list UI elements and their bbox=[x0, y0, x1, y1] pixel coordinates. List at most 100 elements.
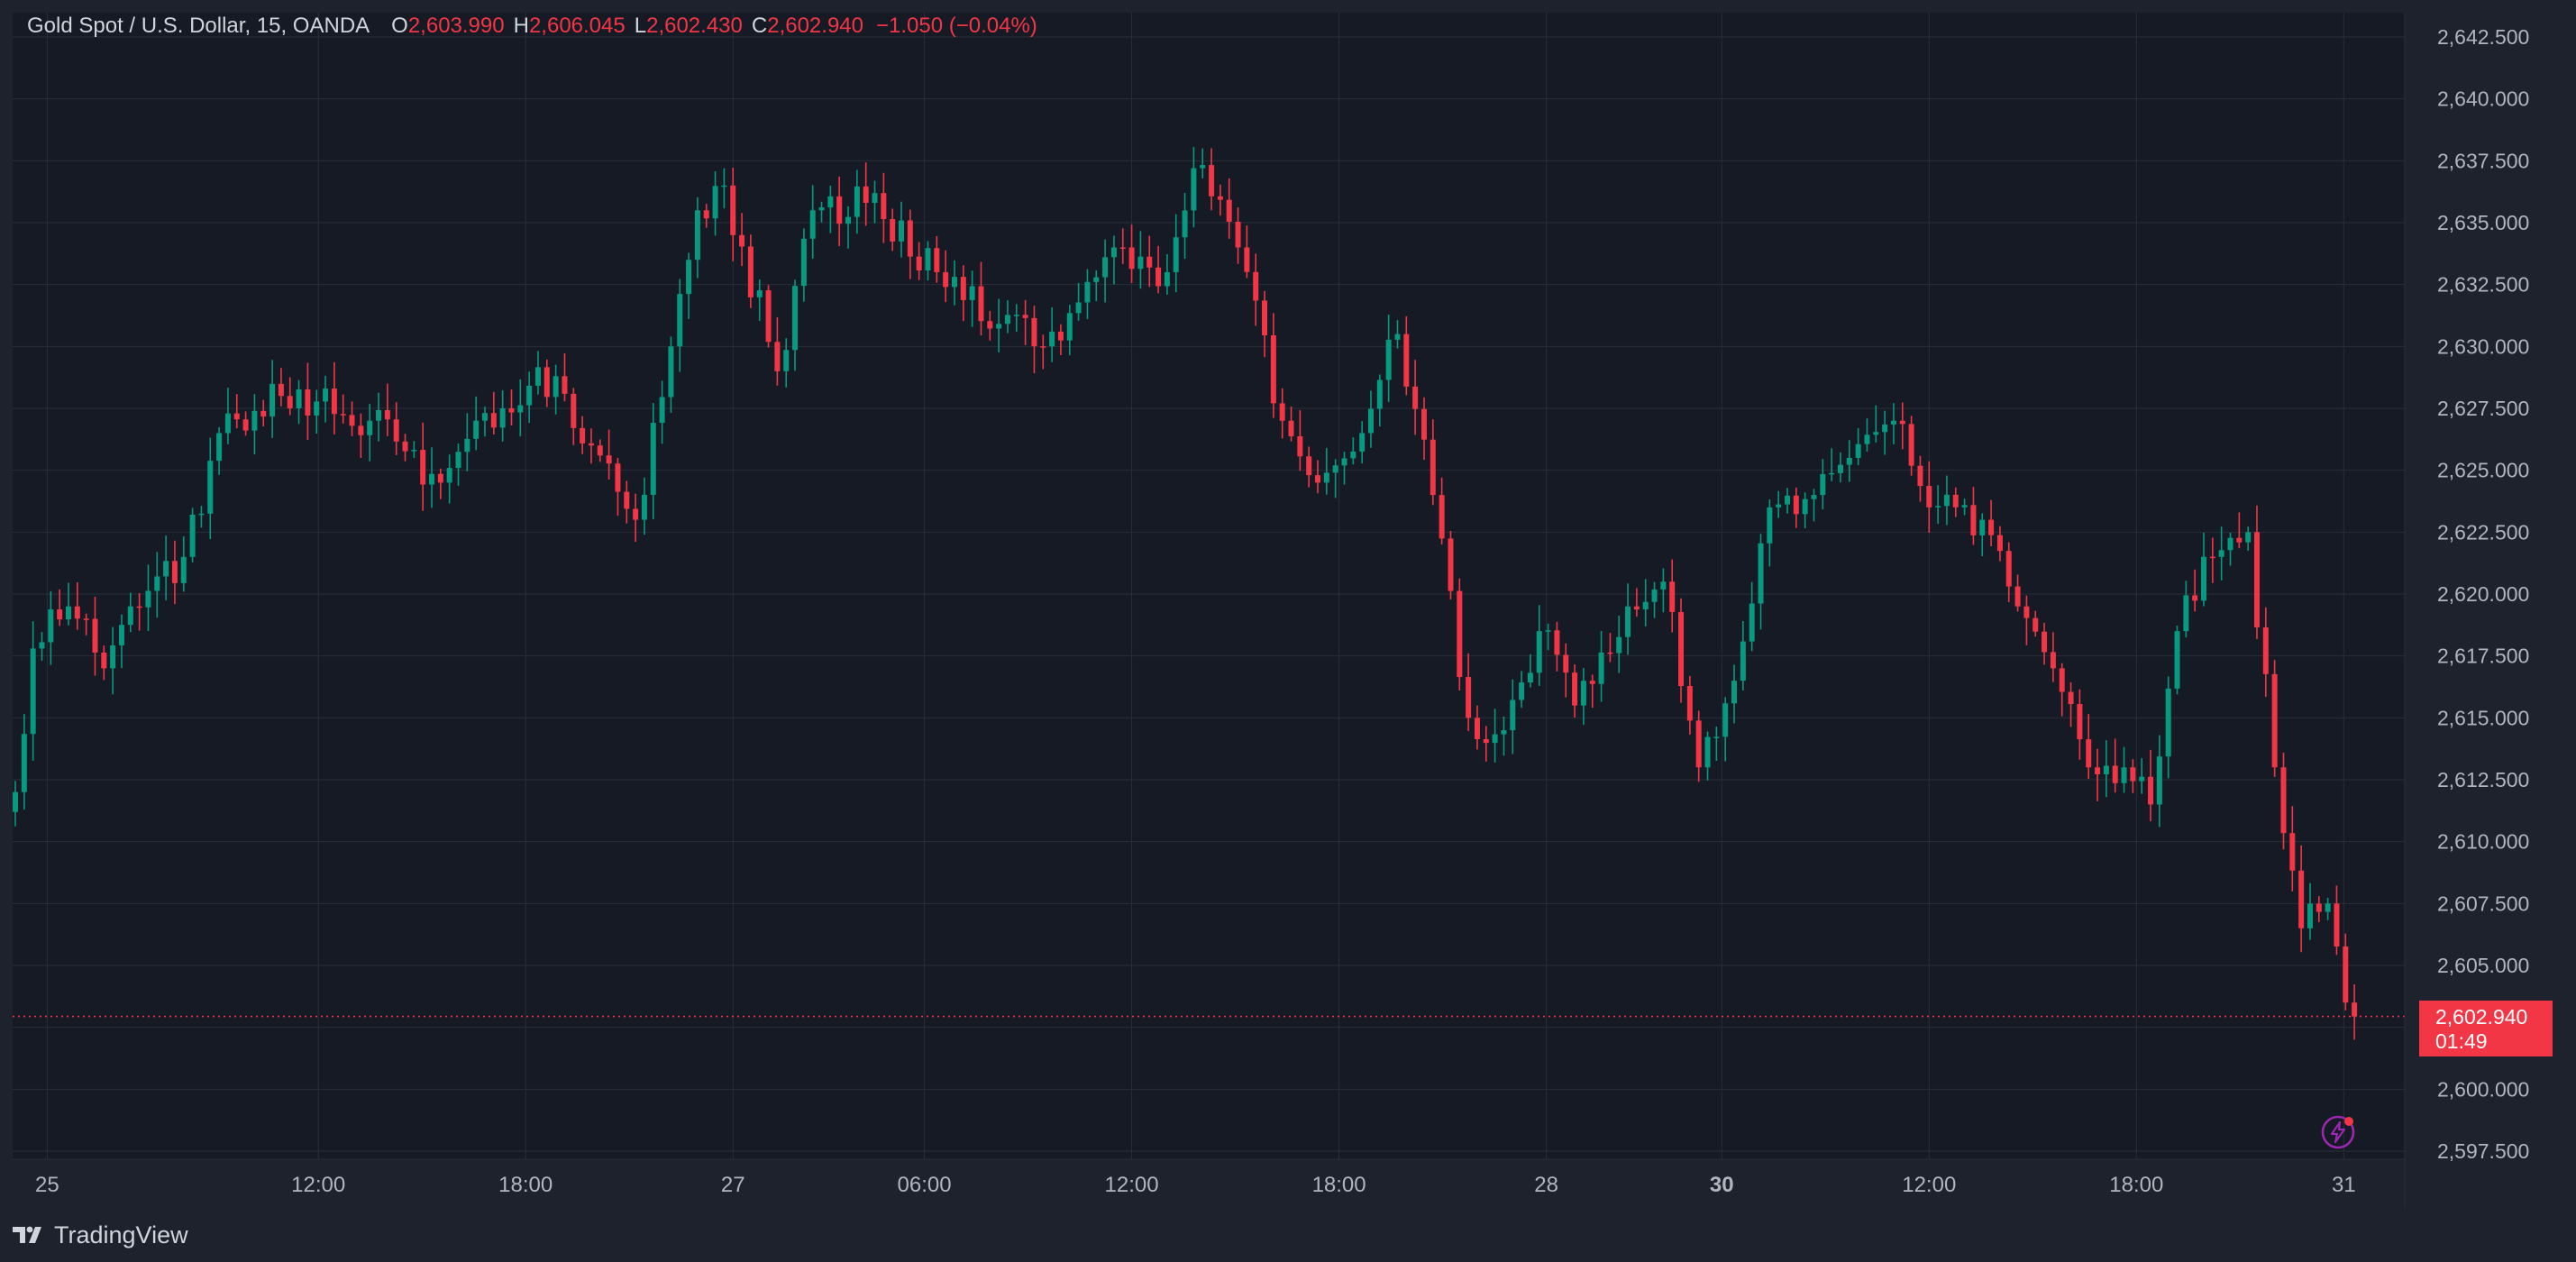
candle bbox=[1519, 671, 1525, 709]
candle-body bbox=[1341, 458, 1347, 466]
candle bbox=[969, 270, 975, 327]
candle-body bbox=[899, 220, 904, 242]
candle bbox=[251, 394, 258, 455]
candle bbox=[1315, 460, 1321, 494]
candle bbox=[827, 185, 834, 233]
candle-body bbox=[2095, 767, 2101, 774]
candle-body bbox=[1279, 403, 1285, 421]
candle bbox=[224, 388, 231, 444]
candle-body bbox=[1722, 703, 1729, 737]
candle-body bbox=[1430, 439, 1436, 496]
candle bbox=[1731, 664, 1738, 724]
candle-body bbox=[1678, 611, 1685, 687]
candle-body bbox=[1066, 313, 1073, 341]
candle-body bbox=[2236, 537, 2243, 543]
candle bbox=[597, 439, 603, 462]
candle bbox=[1545, 623, 1551, 651]
candle-body bbox=[446, 468, 452, 483]
candle bbox=[1988, 499, 1995, 547]
candle-body bbox=[1156, 267, 1162, 287]
candle-body bbox=[1908, 424, 1914, 466]
candle bbox=[1740, 620, 1746, 691]
candle-body bbox=[1873, 432, 1879, 435]
candle bbox=[2334, 885, 2340, 956]
candle bbox=[800, 228, 807, 302]
change-value: −1.050 (−0.04%) bbox=[876, 14, 1037, 38]
candle bbox=[180, 535, 187, 592]
candle-body bbox=[30, 648, 36, 735]
candle bbox=[1651, 581, 1658, 618]
candle-body bbox=[1758, 543, 1764, 604]
grid-horizontal bbox=[13, 36, 2405, 1152]
candle-body bbox=[1669, 581, 1676, 612]
candle bbox=[863, 162, 869, 226]
candle-body bbox=[1022, 315, 1028, 318]
candle bbox=[127, 592, 133, 633]
candle-body bbox=[127, 606, 133, 626]
candle-body bbox=[2325, 903, 2331, 912]
candle-body bbox=[1943, 494, 1950, 507]
candle-body bbox=[1642, 601, 1649, 610]
tradingview-logo-icon bbox=[13, 1226, 41, 1243]
candle-body bbox=[925, 248, 931, 270]
candle-body bbox=[606, 455, 612, 464]
candle-body bbox=[2156, 756, 2162, 805]
plot-area[interactable] bbox=[13, 13, 2405, 1159]
candle-body bbox=[1749, 603, 1755, 642]
candle-body bbox=[2023, 606, 2030, 618]
candle-body bbox=[1740, 641, 1746, 681]
candle bbox=[464, 413, 470, 471]
open-value: 2,603.990 bbox=[407, 14, 505, 38]
candle-body bbox=[1288, 420, 1294, 436]
lightning-icon[interactable] bbox=[2320, 1114, 2356, 1150]
candle-body bbox=[907, 220, 913, 257]
candle-body bbox=[1448, 538, 1454, 591]
candle-body bbox=[818, 207, 825, 211]
candle bbox=[1855, 427, 1861, 466]
candle bbox=[429, 447, 435, 508]
candle bbox=[1049, 306, 1055, 362]
candle-body bbox=[1686, 686, 1693, 721]
candle bbox=[1837, 452, 1843, 483]
brand[interactable]: TradingView bbox=[13, 1221, 188, 1249]
candle bbox=[1642, 579, 1649, 626]
candle bbox=[1466, 653, 1472, 731]
candle bbox=[481, 407, 488, 437]
candle-body bbox=[2103, 765, 2109, 774]
candle bbox=[1367, 390, 1374, 448]
candle-body bbox=[1306, 456, 1312, 476]
candle bbox=[437, 468, 443, 499]
open-label: O bbox=[391, 14, 408, 38]
candle bbox=[2148, 749, 2154, 822]
candle bbox=[1811, 489, 1817, 522]
candle bbox=[1767, 499, 1773, 567]
candle-body bbox=[2005, 551, 2012, 587]
candle-body bbox=[1979, 519, 1986, 535]
candle bbox=[2005, 542, 2012, 602]
candle-body bbox=[2209, 556, 2215, 559]
candle bbox=[1474, 705, 1480, 750]
candle-body bbox=[1589, 681, 1595, 684]
candle-body bbox=[1580, 681, 1586, 706]
candle bbox=[216, 426, 223, 475]
candle bbox=[1253, 253, 1259, 326]
candle bbox=[287, 377, 293, 416]
price-tick-label: 2,607.500 bbox=[2437, 892, 2529, 915]
candle-body bbox=[2148, 776, 2154, 805]
candle-body bbox=[677, 294, 683, 347]
candle-body bbox=[668, 346, 674, 398]
candle-body bbox=[1483, 738, 1489, 744]
price-tick-label: 2,640.000 bbox=[2437, 87, 2529, 111]
candle bbox=[2014, 574, 2021, 612]
candle-body bbox=[13, 791, 18, 812]
candle bbox=[340, 394, 346, 424]
candle bbox=[1510, 679, 1516, 754]
candle bbox=[39, 632, 45, 661]
candle-body bbox=[1961, 505, 1968, 508]
candle bbox=[2112, 738, 2118, 793]
candle bbox=[260, 399, 267, 427]
candle-body bbox=[534, 367, 541, 386]
candle-body bbox=[2307, 903, 2313, 928]
symbol-title[interactable]: Gold Spot / U.S. Dollar, 15, OANDA bbox=[27, 14, 370, 38]
